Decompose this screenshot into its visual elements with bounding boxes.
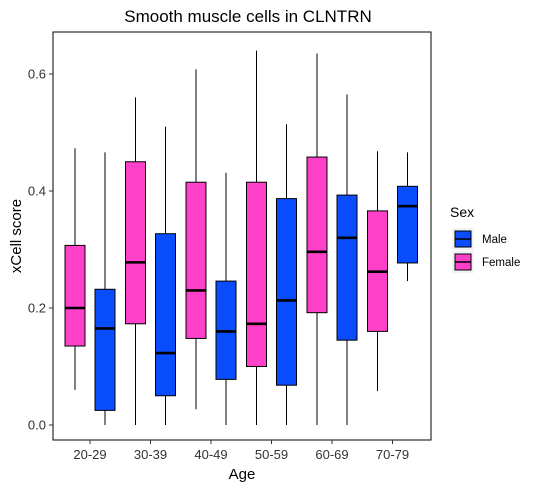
box-female-20-29-box (64, 244, 86, 347)
x-tick-label: 20-29 (73, 447, 106, 462)
y-axis: 0.0 0.2 0.4 0.6 (28, 67, 53, 433)
box-male-50-59-box (276, 198, 297, 386)
y-tick-label: 0.2 (28, 301, 46, 316)
x-tick-label: 50-59 (255, 447, 288, 462)
x-axis-title: Age (229, 466, 256, 483)
legend-label-female: Female (482, 257, 520, 269)
box-male-30-39-box (155, 233, 176, 397)
box-female-60-69-box (306, 156, 328, 314)
y-tick-label: 0.0 (28, 418, 46, 433)
box-female-30-39-box (125, 161, 146, 325)
legend-title: Sex (450, 204, 474, 220)
y-tick-label: 0.6 (28, 67, 46, 82)
x-tick-label: 70-79 (376, 447, 409, 462)
box-male-70-79-box (397, 185, 418, 264)
x-axis: 20-29 30-39 40-49 50-59 60-69 70-79 (73, 440, 409, 462)
legend: Sex Male Female (450, 204, 520, 273)
x-tick-label: 60-69 (315, 447, 348, 462)
box-male-60-69-box (336, 194, 358, 341)
box-male-20-29-box (94, 288, 116, 411)
legend-label-male: Male (482, 234, 507, 246)
chart-title: Smooth muscle cells in CLNTRN (124, 7, 372, 26)
x-tick-label: 40-49 (194, 447, 227, 462)
y-axis-title: xCell score (8, 199, 25, 273)
boxes-layer (64, 50, 418, 425)
box-female-50-59-box (246, 181, 267, 367)
box-female-40-49-box (185, 181, 207, 339)
x-tick-label: 30-39 (134, 447, 167, 462)
y-tick-label: 0.4 (28, 184, 46, 199)
